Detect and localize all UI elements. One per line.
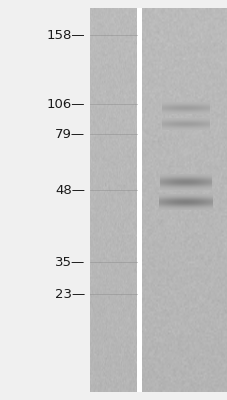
- Text: 23—: 23—: [55, 288, 85, 300]
- Text: 35—: 35—: [55, 256, 85, 268]
- Text: 48—: 48—: [55, 184, 85, 196]
- Text: 158—: 158—: [47, 29, 85, 42]
- Text: 79—: 79—: [55, 128, 85, 140]
- Bar: [136, 8, 142, 392]
- Bar: [142, 8, 227, 392]
- Text: 106—: 106—: [47, 98, 85, 110]
- Bar: [90, 8, 136, 392]
